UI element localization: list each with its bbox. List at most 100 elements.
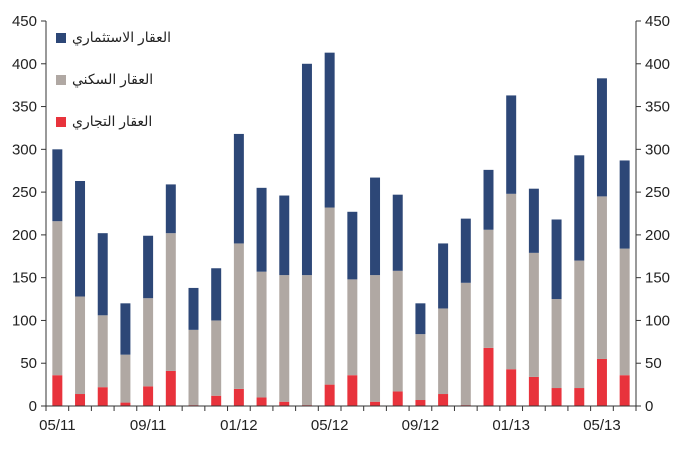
bar-segment-1-10 [256,397,267,406]
bar-segment-1-26 [619,375,630,406]
bar-segment-2-24 [574,260,585,389]
bar-segment-3-20 [483,169,494,230]
y-tick-label-right: 400 [645,56,670,73]
bar-segment-1-4 [120,402,131,406]
bar-segment-3-8 [211,268,222,321]
bar-segment-3-4 [120,303,131,355]
x-tick-label: 09/12 [402,417,440,434]
y-tick-label-right: 300 [645,141,670,158]
x-tick-label: 09/11 [130,417,166,434]
legend-swatch [56,75,66,85]
x-tick-label: 05/11 [39,417,75,434]
bar-segment-3-18 [438,243,449,309]
bar-segment-2-14 [347,279,358,376]
x-tick-label: 05/13 [583,417,621,434]
y-tick-label-left: 200 [12,227,37,244]
bar-segment-2-22 [528,252,539,377]
y-tick-label-right: 50 [645,355,662,372]
y-tick-label-right: 200 [645,227,670,244]
y-tick-label-right: 350 [645,99,670,116]
bar-segment-2-6 [165,233,176,371]
bar-segment-2-21 [506,193,517,370]
bar-segment-1-23 [551,388,562,406]
bar-segment-3-16 [392,194,403,271]
bar-segment-1-13 [324,384,335,406]
bar-segment-1-6 [165,370,176,406]
bar-segment-1-5 [143,386,154,406]
bar-segment-3-24 [574,155,585,261]
bar-segment-3-10 [256,187,267,272]
bar-segment-1-18 [438,394,449,406]
y-tick-label-left: 450 [12,13,37,30]
axes-layer: 0 0 50 50 100 100 150 150 200 200 250 250 300 300 350 3… [12,13,670,434]
bars-layer [52,52,630,406]
bar-segment-2-16 [392,270,403,392]
legend-label: العقار السكني [72,71,153,88]
y-tick-label-left: 100 [12,312,37,329]
y-tick-label-right: 250 [645,184,670,201]
bar-segment-2-13 [324,207,335,385]
bar-segment-1-11 [279,401,290,406]
bar-segment-1-14 [347,375,358,406]
y-tick-label-left: 0 [29,398,37,415]
bar-segment-3-23 [551,219,562,300]
bar-segment-2-5 [143,298,154,387]
bar-segment-2-2 [75,296,86,395]
bar-segment-2-26 [619,248,630,376]
bar-segment-2-1 [52,221,63,376]
bar-segment-1-2 [75,394,86,406]
bar-segment-3-22 [528,188,539,253]
bar-segment-3-19 [460,218,471,283]
bar-segment-3-6 [165,184,176,234]
bar-segment-2-11 [279,275,290,402]
bar-segment-2-17 [415,334,426,401]
y-tick-label-right: 150 [645,270,670,287]
bar-segment-2-8 [211,320,222,396]
bar-segment-3-3 [97,233,108,316]
bar-segment-3-12 [301,63,312,276]
bar-segment-1-22 [528,376,539,406]
bar-segment-3-11 [279,195,290,276]
legend-swatch [56,33,66,43]
bar-segment-1-25 [596,358,607,406]
y-tick-label-left: 300 [12,141,37,158]
bar-segment-2-18 [438,308,449,395]
y-tick-label-left: 150 [12,270,37,287]
y-tick-label-left: 350 [12,99,37,116]
bar-segment-3-5 [143,235,154,299]
legend-swatch [56,117,66,127]
bar-segment-3-26 [619,160,630,249]
bar-segment-3-21 [506,95,517,194]
bar-segment-1-21 [506,369,517,406]
legend: العقار الاستثماري العقار السكني العقار الت… [56,29,171,130]
bar-segment-3-17 [415,303,426,335]
bar-segment-1-20 [483,347,494,406]
legend-label: العقار الاستثماري [72,29,171,46]
bar-segment-1-15 [370,401,381,406]
bar-segment-3-25 [596,78,607,197]
y-tick-label-left: 400 [12,56,37,73]
x-tick-label: 01/12 [220,417,258,434]
bar-segment-2-15 [370,275,381,402]
bar-segment-1-8 [211,395,222,406]
bar-segment-1-16 [392,391,403,406]
y-tick-label-right: 450 [645,13,670,30]
x-tick-label: 05/12 [311,417,349,434]
bar-segment-2-23 [551,299,562,389]
legend-label: العقار التجاري [72,113,152,130]
bar-segment-2-19 [460,282,471,406]
bar-segment-2-9 [233,243,244,389]
bar-segment-2-3 [97,315,108,388]
x-tick-label: 01/13 [492,417,530,434]
bar-segment-1-1 [52,375,63,406]
y-tick-label-right: 100 [645,312,670,329]
bar-segment-3-1 [52,149,63,222]
bar-segment-3-7 [188,287,199,330]
y-tick-label-left: 250 [12,184,37,201]
y-tick-label-left: 50 [20,355,37,372]
bar-segment-3-2 [75,180,86,297]
bar-segment-2-12 [301,275,312,406]
y-tick-label-right: 0 [645,398,653,415]
bar-segment-2-20 [483,229,494,348]
